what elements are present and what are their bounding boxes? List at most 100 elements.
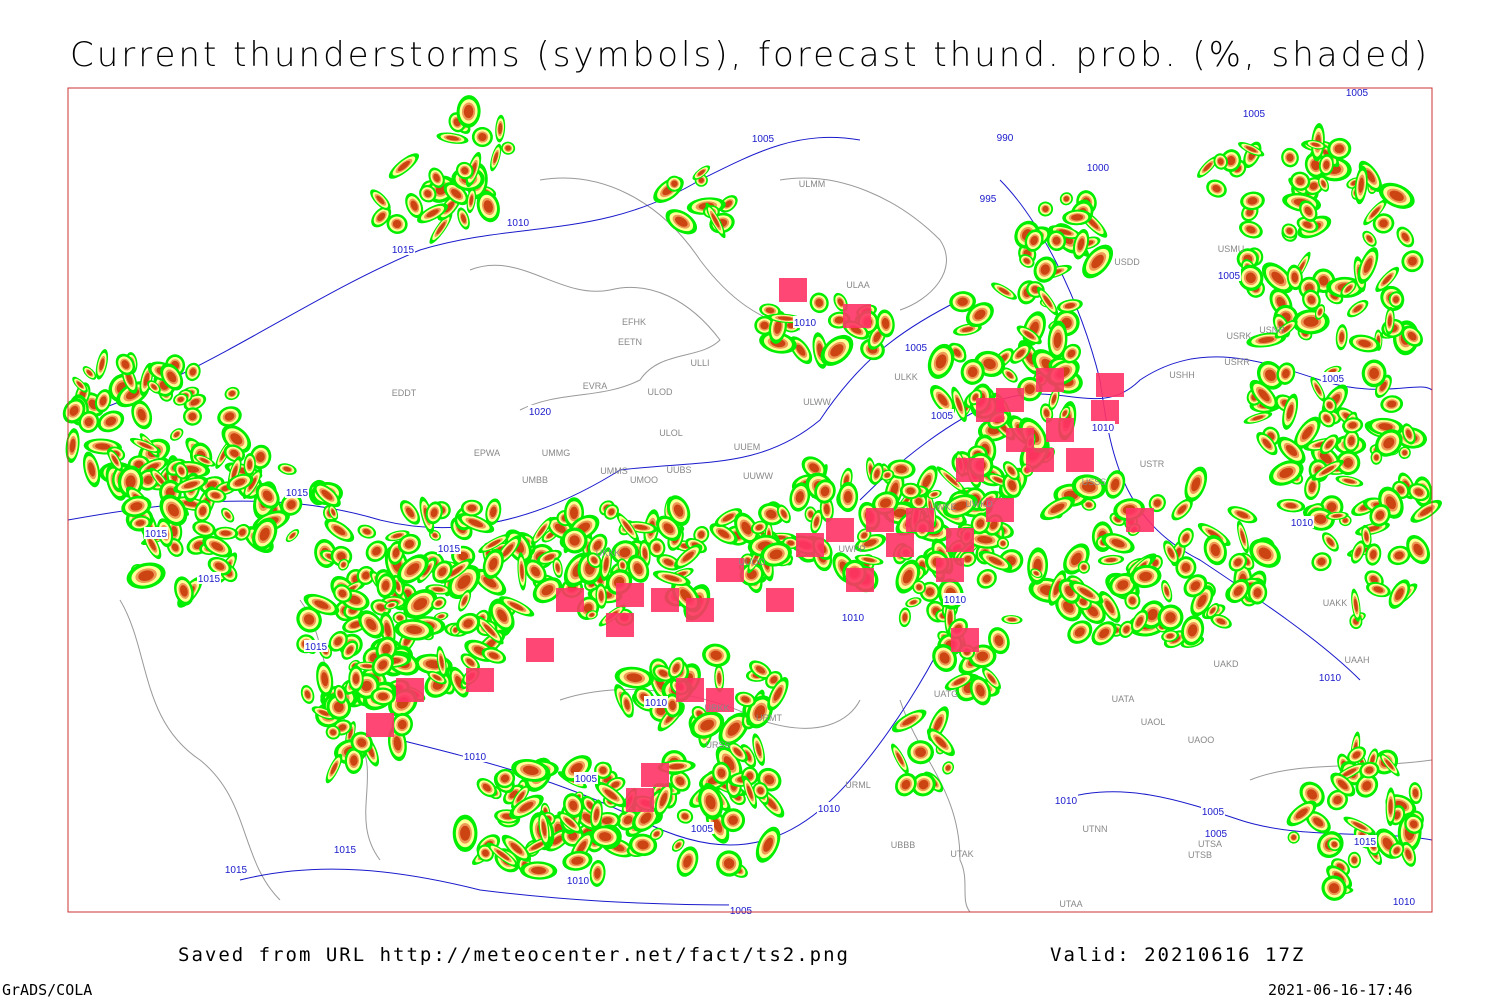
prob-shade (593, 540, 602, 550)
prob-shade (392, 547, 400, 558)
station-label: UATA (1112, 694, 1135, 704)
prob-shade (126, 372, 133, 385)
prob-shade (569, 535, 580, 546)
prob-shade (490, 506, 497, 518)
prob-shade (741, 521, 752, 535)
isobar-label: 1010 (842, 613, 865, 624)
station-label: UWKE (930, 502, 957, 512)
station-label: ULWW (803, 397, 831, 407)
isobar-label: 1010 (1092, 423, 1115, 434)
prob-shade (69, 438, 76, 453)
station-label: USMU (1218, 244, 1245, 254)
storm-symbol (886, 533, 914, 557)
prob-shade (139, 442, 152, 449)
prob-shade (337, 552, 346, 561)
prob-shade (404, 539, 415, 549)
storm-symbol (1126, 508, 1154, 532)
prob-shade (362, 571, 370, 580)
prob-shade (531, 566, 540, 577)
prob-shade (642, 548, 648, 559)
prob-shade (583, 603, 593, 613)
coastline (539, 177, 801, 331)
prob-shade (410, 200, 418, 211)
prob-shade (86, 370, 93, 376)
prob-shade (682, 551, 694, 562)
prob-shade (134, 460, 144, 469)
prob-shade (130, 502, 143, 511)
coastlines (119, 177, 1433, 913)
prob-shade (230, 433, 243, 445)
station-label: UTNN (1083, 824, 1108, 834)
station-label: UUWW (743, 471, 773, 481)
station-label: ULMM (799, 179, 826, 189)
prob-shade (214, 562, 225, 570)
isobar-label: 1015 (392, 245, 415, 256)
prob-shade (435, 600, 442, 606)
station-label: USHH (1169, 370, 1195, 380)
isobar-label: 1015 (438, 544, 461, 555)
prob-shade (397, 615, 403, 621)
prob-shade (541, 585, 554, 596)
prob-shade (497, 609, 508, 622)
prob-shade (167, 503, 179, 517)
prob-shade (489, 557, 498, 570)
storm-symbol (1096, 373, 1124, 397)
station-label: UBBB (891, 840, 916, 850)
storm-symbol (866, 508, 894, 532)
prob-shade (423, 565, 431, 576)
prob-shade (395, 581, 401, 591)
station-label: USTR (1140, 459, 1165, 469)
isobar-label: 1010 (944, 595, 967, 606)
prob-shade (206, 481, 218, 489)
prob-shade (287, 500, 296, 510)
isobar-label: 1005 (691, 824, 714, 835)
storm-symbol (996, 388, 1024, 412)
storm-symbol (796, 533, 824, 557)
prob-shade (348, 595, 361, 605)
prob-shade (453, 627, 458, 633)
isobar-label: 1015 (286, 488, 309, 499)
prob-shade (498, 123, 503, 135)
isobar-label: 1015 (1354, 837, 1377, 848)
isobar (859, 356, 1433, 501)
prob-shade (334, 637, 343, 646)
station-label: UAAH (1344, 655, 1369, 665)
prob-shade (225, 512, 231, 519)
prob-shade (493, 152, 498, 163)
prob-shade (259, 527, 270, 541)
prob-shade (468, 519, 484, 528)
prob-shade (382, 643, 391, 655)
prob-shade (189, 368, 196, 376)
prob-shade (663, 559, 674, 566)
prob-shade (598, 590, 604, 602)
isobar-label: 1005 (1202, 807, 1225, 818)
prob-shade (376, 195, 385, 205)
prob-shade (438, 614, 445, 619)
storm-symbol (526, 638, 554, 662)
prob-shade (211, 542, 224, 551)
station-label: UUBS (666, 465, 691, 475)
storm-symbol (766, 588, 794, 612)
prob-shade (392, 219, 402, 229)
prob-shade (392, 533, 403, 538)
prob-shade (462, 596, 468, 605)
prob-shade (231, 465, 238, 479)
prob-shade (121, 360, 130, 369)
storm-symbol (936, 558, 964, 582)
station-label: UAOL (1141, 717, 1166, 727)
prob-shade (608, 508, 615, 516)
prob-shade (424, 190, 432, 198)
isobar (239, 868, 741, 906)
prob-shade (256, 452, 265, 462)
prob-shade (537, 525, 546, 537)
prob-shade (363, 528, 371, 535)
map-area: 1010 1010 1010 1010 1010 1010 1010 1010 1010 1010… (62, 86, 1442, 917)
prob-shade (478, 132, 487, 142)
prob-shade (426, 209, 439, 218)
prob-shade (372, 546, 381, 556)
station-label: UMMS (600, 466, 628, 476)
prob-shade (314, 600, 329, 609)
prob-shade (138, 570, 154, 582)
prob-shade (487, 539, 501, 548)
prob-shade (350, 621, 361, 629)
